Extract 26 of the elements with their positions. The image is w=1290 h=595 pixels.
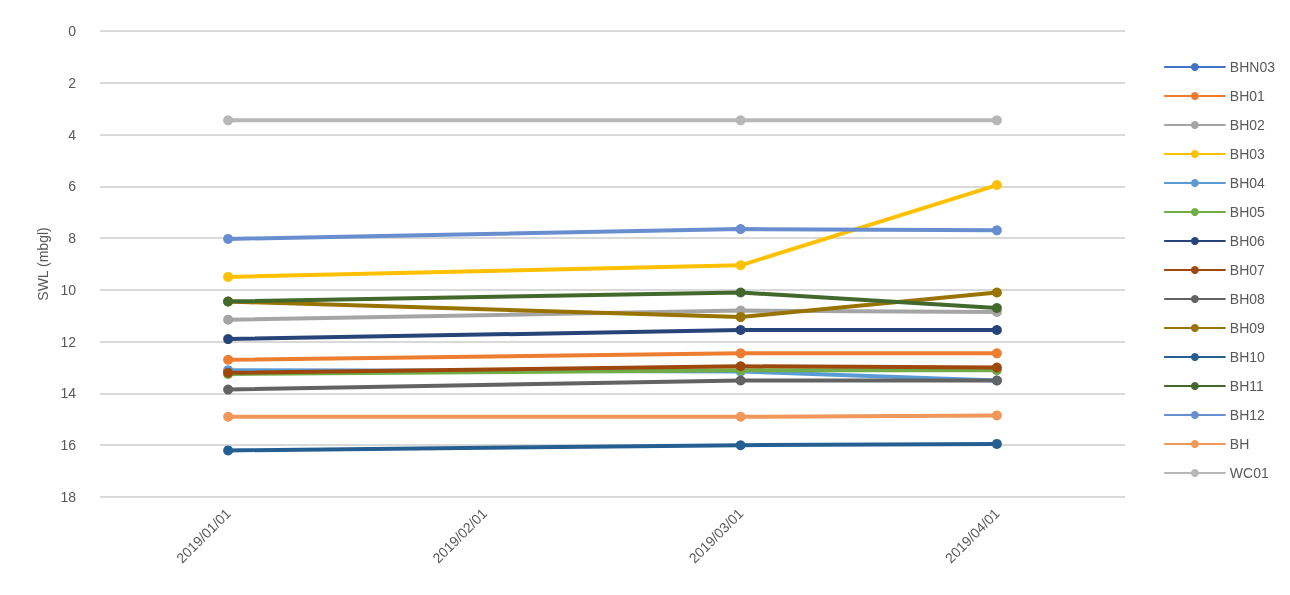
y-tick-label: 18 (60, 489, 77, 505)
y-tick-label: 10 (60, 281, 77, 298)
legend-label: BH05 (1229, 204, 1266, 220)
y-tick-label: 0 (68, 23, 77, 39)
legend-label: BH12 (1229, 407, 1266, 423)
legend-label: BH10 (1229, 349, 1266, 365)
y-tick-label: 16 (60, 437, 77, 454)
y-tick-label: 4 (68, 126, 77, 143)
legend-label: BH03 (1229, 146, 1266, 162)
y-tick-label: 6 (68, 178, 77, 195)
legend-label: WC01 (1229, 465, 1269, 481)
y-tick-label: 12 (60, 333, 77, 350)
legend-label: BH04 (1229, 175, 1266, 191)
legend-label: BH01 (1229, 88, 1266, 104)
legend-label: BH07 (1229, 262, 1266, 278)
y-tick-label: 14 (60, 385, 77, 402)
y-tick-label: 8 (68, 230, 77, 247)
legend-label: BH (1229, 436, 1250, 452)
legend-label: BHN03 (1229, 59, 1276, 75)
legend-label: BH02 (1229, 117, 1266, 133)
legend-label: BH11 (1229, 378, 1265, 394)
y-tick-label: 2 (68, 74, 77, 91)
y-axis-title: SWL (mbgl) (34, 227, 51, 301)
legend-label: BH06 (1229, 233, 1266, 249)
legend-label: BH08 (1229, 291, 1266, 307)
legend-label: BH09 (1229, 320, 1266, 336)
